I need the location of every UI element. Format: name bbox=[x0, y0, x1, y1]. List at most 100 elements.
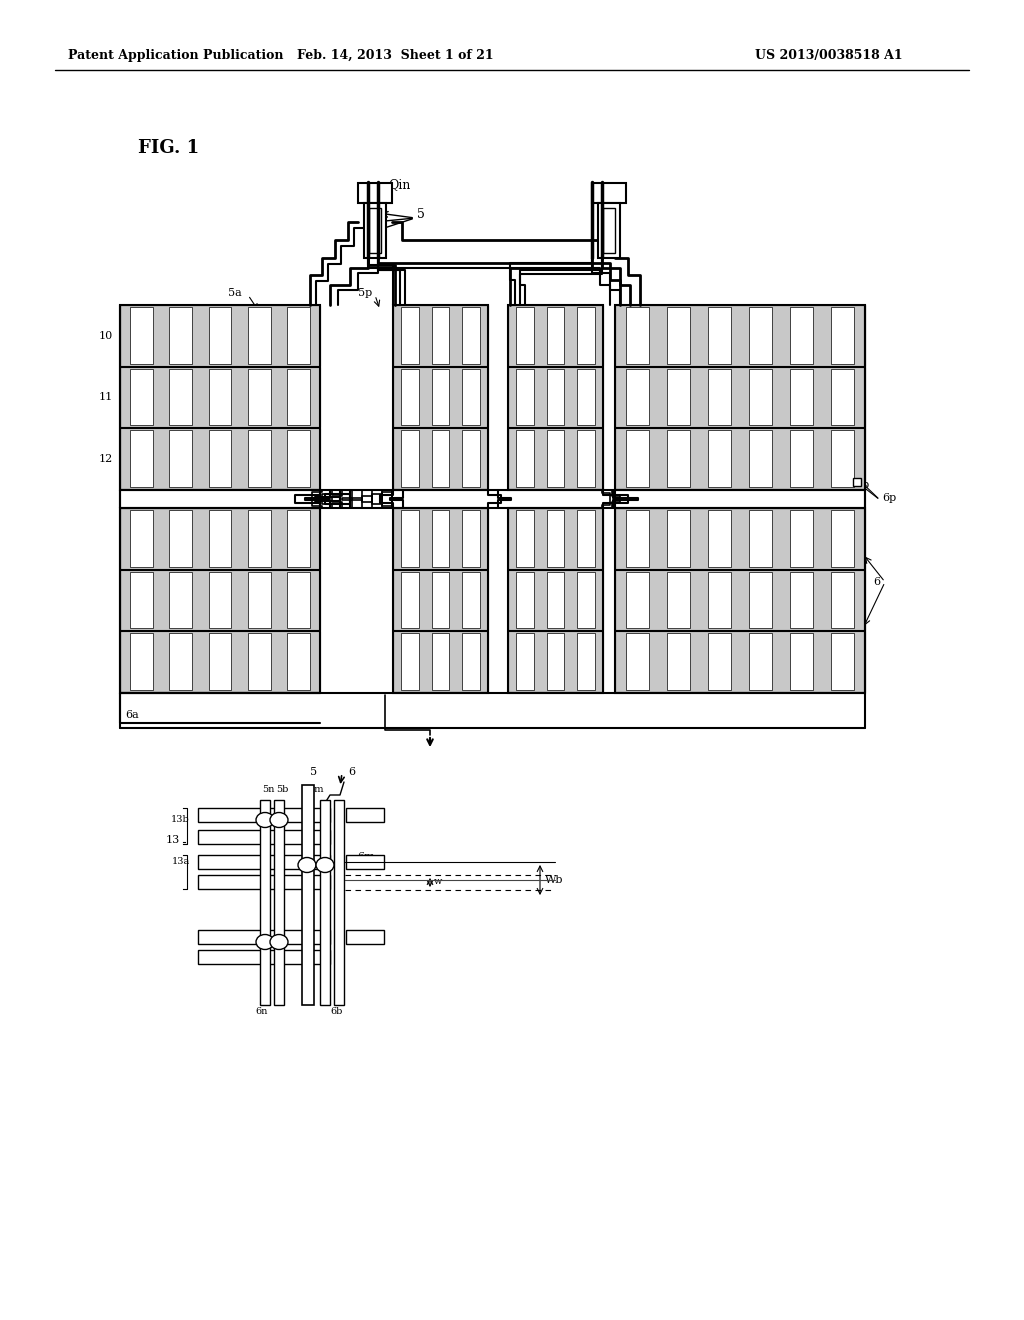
Bar bbox=[830, 510, 854, 566]
Bar bbox=[708, 510, 731, 566]
Bar bbox=[578, 430, 595, 487]
Bar bbox=[287, 510, 310, 566]
Bar bbox=[830, 308, 854, 364]
Bar bbox=[274, 800, 284, 1005]
Bar bbox=[790, 430, 813, 487]
Bar bbox=[790, 572, 813, 628]
Ellipse shape bbox=[256, 813, 274, 828]
Bar bbox=[393, 570, 488, 631]
Bar bbox=[830, 634, 854, 690]
Ellipse shape bbox=[298, 858, 316, 873]
Bar bbox=[749, 308, 772, 364]
Bar bbox=[508, 570, 603, 631]
Bar bbox=[287, 368, 310, 425]
Text: 6a: 6a bbox=[125, 710, 138, 719]
Bar bbox=[260, 800, 270, 1005]
Bar bbox=[626, 368, 649, 425]
Bar bbox=[120, 305, 319, 490]
Bar bbox=[749, 368, 772, 425]
Bar bbox=[615, 570, 865, 631]
Bar bbox=[209, 430, 231, 487]
Bar bbox=[547, 634, 564, 690]
Bar bbox=[287, 430, 310, 487]
Bar bbox=[667, 634, 690, 690]
Bar bbox=[130, 634, 153, 690]
Bar bbox=[603, 209, 615, 253]
Bar bbox=[401, 634, 419, 690]
Bar bbox=[508, 631, 603, 692]
Bar bbox=[169, 430, 193, 487]
Bar bbox=[749, 430, 772, 487]
Bar bbox=[615, 508, 865, 693]
Bar bbox=[626, 430, 649, 487]
Bar bbox=[508, 428, 603, 488]
Bar bbox=[209, 308, 231, 364]
Bar bbox=[708, 572, 731, 628]
Text: 6n: 6n bbox=[256, 1007, 268, 1016]
Bar bbox=[169, 510, 193, 566]
Text: 5n: 5n bbox=[262, 785, 274, 795]
Bar bbox=[130, 308, 153, 364]
Bar bbox=[516, 572, 534, 628]
Text: 10: 10 bbox=[98, 331, 113, 341]
Bar bbox=[508, 508, 603, 693]
Text: 5m: 5m bbox=[308, 785, 324, 795]
Bar bbox=[578, 510, 595, 566]
Bar bbox=[248, 308, 270, 364]
Bar bbox=[547, 510, 564, 566]
Bar bbox=[547, 572, 564, 628]
Text: 5: 5 bbox=[310, 767, 317, 777]
Text: 12: 12 bbox=[98, 454, 113, 465]
Text: 5b: 5b bbox=[276, 785, 289, 795]
Bar bbox=[516, 634, 534, 690]
Bar bbox=[462, 368, 479, 425]
Bar bbox=[508, 305, 603, 490]
Bar bbox=[578, 572, 595, 628]
Bar bbox=[334, 800, 344, 1005]
Bar bbox=[393, 428, 488, 488]
Bar bbox=[302, 785, 314, 1005]
Bar bbox=[120, 367, 319, 428]
Bar bbox=[130, 510, 153, 566]
Bar bbox=[346, 931, 384, 944]
Bar bbox=[248, 572, 270, 628]
Ellipse shape bbox=[270, 813, 288, 828]
Text: 5: 5 bbox=[417, 209, 425, 222]
Ellipse shape bbox=[316, 858, 334, 873]
Bar bbox=[462, 634, 479, 690]
Text: 6m: 6m bbox=[357, 851, 375, 862]
Bar bbox=[790, 368, 813, 425]
Text: 6: 6 bbox=[348, 767, 355, 777]
Bar bbox=[432, 308, 450, 364]
Bar bbox=[508, 508, 603, 569]
Bar bbox=[346, 808, 384, 822]
Bar bbox=[248, 430, 270, 487]
Bar bbox=[401, 308, 419, 364]
Bar bbox=[615, 305, 865, 366]
Bar bbox=[401, 510, 419, 566]
Text: Qin: Qin bbox=[388, 178, 411, 191]
Bar bbox=[130, 368, 153, 425]
Bar bbox=[462, 430, 479, 487]
Bar bbox=[393, 631, 488, 692]
Bar bbox=[169, 572, 193, 628]
Bar bbox=[198, 950, 330, 964]
Bar bbox=[462, 572, 479, 628]
Bar bbox=[432, 368, 450, 425]
Text: 13: 13 bbox=[166, 836, 180, 845]
Text: 5p: 5p bbox=[358, 288, 373, 298]
Bar bbox=[198, 875, 330, 888]
Bar bbox=[667, 510, 690, 566]
Bar bbox=[547, 430, 564, 487]
Bar bbox=[120, 631, 319, 692]
Bar bbox=[626, 308, 649, 364]
Text: US 2013/0038518 A1: US 2013/0038518 A1 bbox=[755, 49, 902, 62]
Bar bbox=[749, 510, 772, 566]
Bar bbox=[708, 634, 731, 690]
Bar bbox=[667, 308, 690, 364]
Text: 13a: 13a bbox=[172, 858, 190, 866]
Bar bbox=[830, 368, 854, 425]
Text: Patent Application Publication: Patent Application Publication bbox=[68, 49, 284, 62]
Bar bbox=[547, 308, 564, 364]
Bar bbox=[198, 931, 330, 944]
